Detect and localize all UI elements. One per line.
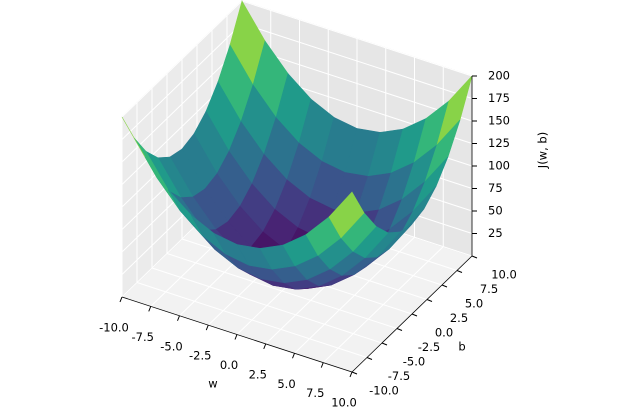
x-tick-label: 5.0 <box>277 377 295 391</box>
x-tick <box>292 353 295 359</box>
grid-line <box>166 253 398 329</box>
y-tick-label: -10.0 <box>369 384 399 398</box>
grid-line <box>136 282 368 358</box>
x-tick-label: -7.5 <box>132 330 154 344</box>
grid-line <box>151 267 383 344</box>
x-tick-label: -2.5 <box>189 349 211 363</box>
x-tick-label: -5.0 <box>160 339 182 353</box>
grid-line <box>121 0 243 118</box>
z-axis-label: J(w, b) <box>536 132 550 169</box>
axis-line <box>121 296 353 373</box>
x-tick-label: 10.0 <box>331 396 357 410</box>
y-tick <box>426 299 433 302</box>
y-tick-label: 2.5 <box>450 311 468 325</box>
x-tick <box>148 306 152 312</box>
y-tick-label: 7.5 <box>480 282 498 296</box>
z-tick-label: 50 <box>488 204 503 218</box>
y-tick <box>381 342 388 346</box>
grid-line <box>241 0 473 77</box>
y-tick-label: -5.0 <box>403 355 425 369</box>
x-tick-label: 2.5 <box>249 367 267 381</box>
x-tick <box>263 343 267 350</box>
y-tick <box>411 313 418 317</box>
x-tick-label: -10.0 <box>99 321 129 335</box>
z-tick-label: 75 <box>488 181 503 195</box>
x-tick <box>205 324 209 331</box>
y-axis-label: b <box>458 340 465 354</box>
x-tick <box>349 371 353 378</box>
x-tick <box>119 296 123 303</box>
y-tick-label: 5.0 <box>465 297 483 311</box>
y-tick-label: -2.5 <box>418 340 440 354</box>
axis-line <box>351 255 473 373</box>
grid-line <box>121 23 243 140</box>
surface <box>121 0 473 290</box>
y-tick-label: 10.0 <box>491 268 517 282</box>
x-tick-label: 7.5 <box>306 386 324 400</box>
y-tick <box>471 255 478 259</box>
y-tick <box>456 270 463 273</box>
x-tick <box>177 315 180 321</box>
z-tick-label: 150 <box>488 114 510 128</box>
z-tick-label: 125 <box>488 136 510 150</box>
y-tick <box>366 357 373 360</box>
x-tick <box>320 362 324 368</box>
grid-line <box>121 45 243 163</box>
z-tick-label: 200 <box>488 69 510 83</box>
z-tick-label: 100 <box>488 159 510 173</box>
y-tick-label: 0.0 <box>435 326 453 340</box>
z-tick-label: 175 <box>488 91 510 105</box>
surface-cell <box>328 191 365 239</box>
grid-line <box>241 45 473 122</box>
y-tick <box>396 328 403 331</box>
y-tick-label: -7.5 <box>388 369 410 383</box>
grid-line <box>241 23 473 99</box>
y-tick <box>441 284 448 288</box>
x-tick <box>234 334 238 340</box>
x-axis-label: w <box>208 377 217 391</box>
x-tick-label: 0.0 <box>220 358 238 372</box>
y-tick <box>351 371 358 375</box>
z-tick-label: 25 <box>488 226 503 240</box>
labels: -10.0-7.5-5.0-2.50.02.55.07.510.0-10.0-7… <box>99 69 517 410</box>
